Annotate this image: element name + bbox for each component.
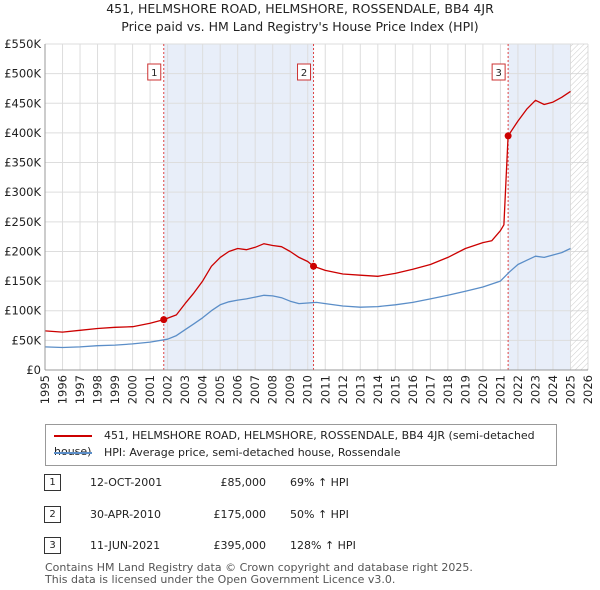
y-tick-label: £350K [4,156,41,170]
x-tick-label: 2024 [546,375,560,404]
x-tick-label: 2021 [493,375,507,404]
x-tick-label: 2011 [318,375,332,404]
x-tick-label: 1997 [73,375,87,404]
y-tick-label: £100K [4,304,41,318]
legend-swatch-hpi [54,452,92,454]
price-chart: 1 2 3 £0 £50K £100K £150K £200K £250K £300K £350K £… [4,37,595,404]
x-tick-label: 2007 [248,375,262,404]
x-tick-label: 2026 [581,375,595,404]
sale-marker-box [147,63,162,81]
transaction-row: 1 12-OCT-2001 £85,000 69% ↑ HPI [44,474,564,492]
y-tick-label: £500K [4,67,41,81]
legend-item-hpi: HPI: Average price, semi-detached house,… [54,445,401,461]
sale-point [504,132,512,140]
ownership-shade [163,44,314,370]
property-price-line [44,90,571,333]
x-tick-label: 2004 [196,375,210,404]
transaction-price: £85,000 [220,476,267,489]
plot-area [45,44,588,370]
x-tick-label: 2005 [213,375,227,404]
transaction-row: 3 11-JUN-2021 £395,000 128% ↑ HPI [44,537,564,555]
x-tick-label: 1995 [38,375,52,404]
y-tick-label: £250K [4,215,41,229]
future-hatch [570,44,588,370]
x-tick-label: 2018 [441,375,455,404]
x-tick-label: 2000 [126,375,140,404]
x-tick-label: 2001 [143,375,157,404]
transaction-number: 2 [44,506,61,523]
x-tick-label: 2010 [301,375,315,404]
sale-marker-label: 3 [495,68,501,79]
x-tick-label: 1998 [91,375,105,404]
legend-item-property: 451, HELMSHORE ROAD, HELMSHORE, ROSSENDA… [54,428,556,458]
x-tick-label: 2017 [423,375,437,404]
y-tick-label: £150K [4,274,41,288]
transaction-hpi: 69% ↑ HPI [290,476,349,489]
x-tick-label: 2015 [388,375,402,404]
x-tick-label: 2022 [511,375,525,404]
sale-point [160,316,168,324]
sale-marker-label: 1 [151,68,157,79]
legend: 451, HELMSHORE ROAD, HELMSHORE, ROSSENDA… [45,424,557,466]
legend-label-hpi: HPI: Average price, semi-detached house,… [104,446,401,459]
x-tick-label: 2016 [406,375,420,404]
y-tick-label: £300K [4,185,41,199]
transaction-price: £175,000 [213,508,267,521]
x-tick-label: 1999 [108,375,122,404]
transaction-number: 1 [44,474,61,491]
x-tick-label: 2014 [371,375,385,404]
sale-marker-box [491,63,506,81]
sale-marker-label: 2 [301,68,307,79]
y-tick-label: £0 [26,363,41,377]
x-tick-label: 2023 [528,375,542,404]
x-tick-label: 2009 [283,375,297,404]
x-tick-label: 1996 [56,375,70,404]
x-tick-label: 2003 [178,375,192,404]
x-tick-label: 2020 [476,375,490,404]
hpi-line [44,247,571,349]
transaction-date: 30-APR-2010 [90,508,162,521]
y-tick-label: £450K [4,96,41,110]
transaction-price: £395,000 [213,539,267,552]
y-tick-label: £200K [4,244,41,258]
x-tick-label: 2002 [161,375,175,404]
x-tick-label: 2025 [563,375,577,404]
transaction-date: 12-OCT-2001 [90,476,163,489]
x-tick-label: 2008 [266,375,280,404]
footer: Contains HM Land Registry data © Crown c… [45,562,473,586]
sale-point [310,262,318,270]
legend-swatch-property [54,435,92,437]
legend-label-property: 451, HELMSHORE ROAD, HELMSHORE, ROSSENDA… [54,429,535,458]
y-tick-label: £550K [4,37,41,51]
transaction-number: 3 [44,537,61,554]
footer-copyright: Contains HM Land Registry data © Crown c… [45,561,473,574]
transaction-hpi: 50% ↑ HPI [290,508,349,521]
x-tick-label: 2013 [353,375,367,404]
sale-marker-box [297,63,312,81]
chart-subtitle: Price paid vs. HM Land Registry's House … [121,19,479,34]
x-tick-label: 2019 [458,375,472,404]
chart-title: 451, HELMSHORE ROAD, HELMSHORE, ROSSENDA… [106,1,494,16]
transaction-hpi: 128% ↑ HPI [290,539,356,552]
y-tick-label: £50K [12,333,42,347]
x-tick-label: 2012 [336,375,350,404]
transaction-row: 2 30-APR-2010 £175,000 50% ↑ HPI [44,506,564,524]
footer-licence: This data is licensed under the Open Gov… [45,573,396,586]
y-tick-label: £400K [4,126,41,140]
x-tick-label: 2006 [231,375,245,404]
transaction-date: 11-JUN-2021 [90,539,161,552]
